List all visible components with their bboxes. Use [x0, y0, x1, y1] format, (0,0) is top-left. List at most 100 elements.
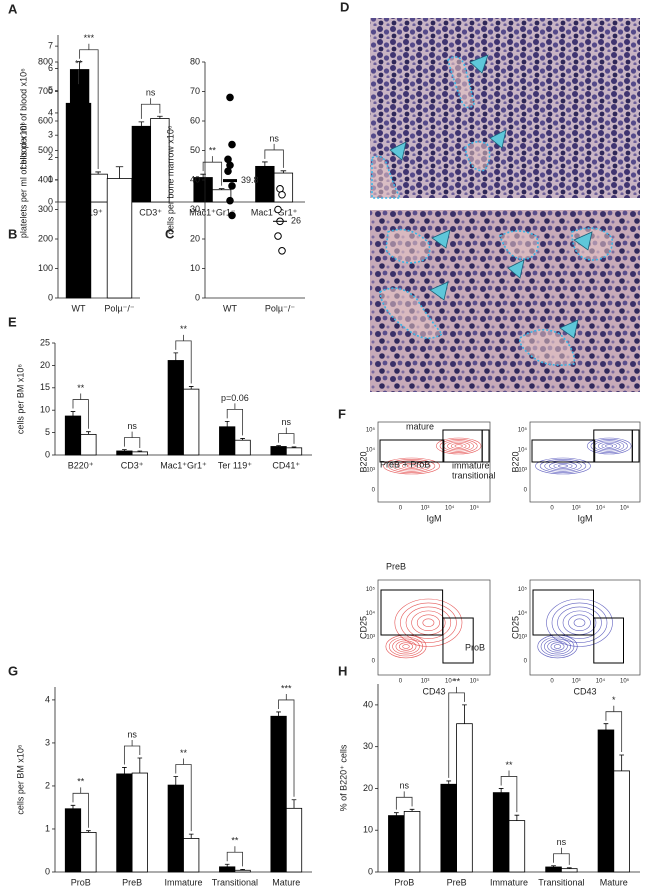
bar: [88, 173, 108, 203]
flow-tick-label: 10⁵: [518, 427, 528, 434]
y-tick-label: 30: [190, 204, 200, 214]
flow-tick-label: 10⁴: [366, 447, 376, 454]
y-tick-label: 0: [368, 866, 373, 876]
y-tick-label: 40: [363, 699, 373, 709]
contour: [535, 457, 591, 475]
x-tick-label: CD41⁺: [272, 460, 300, 470]
y-tick-label: 5: [45, 427, 50, 437]
gate: [442, 617, 474, 664]
flow-tick-label: 10³: [572, 679, 581, 685]
point: [226, 196, 234, 205]
y-tick-label: 40: [190, 174, 200, 184]
y-axis-label: cells per bone marrow x10⁶: [165, 125, 175, 235]
bar: [561, 868, 578, 873]
error-bar: [74, 86, 83, 104]
flow-tick-label: 10⁴: [518, 447, 528, 454]
outlines: [371, 56, 613, 366]
flow-tick-label: 10⁵: [366, 586, 376, 593]
bar: [270, 446, 287, 456]
error-bar: [138, 121, 145, 127]
error-bar: [551, 865, 556, 867]
contour: [447, 441, 471, 451]
panel-label: B: [8, 226, 17, 241]
significance-bracket: [264, 143, 284, 168]
y-tick-label: 100: [38, 263, 53, 273]
contour: [547, 640, 568, 653]
bar: [183, 388, 200, 456]
flow-tick-label: 0: [550, 679, 554, 685]
bar: [545, 866, 562, 873]
error-bar: [291, 799, 297, 809]
x-tick-label: Transitional: [212, 877, 258, 887]
error-bar: [262, 161, 268, 167]
gate-label: ProB: [465, 642, 485, 652]
x-tick-label: Polµ⁻/⁻: [265, 303, 295, 313]
contour: [553, 463, 573, 469]
flow-tick-label: 10⁵: [470, 678, 480, 685]
gate: [532, 589, 594, 636]
significance-bracket: [226, 846, 244, 867]
contour: [553, 644, 562, 649]
contour: [422, 618, 435, 628]
bar: [131, 451, 148, 456]
contour: [557, 606, 602, 639]
panel-label: C: [165, 226, 175, 241]
significance-bracket: [175, 758, 192, 832]
bar: [456, 723, 473, 873]
error-bar: [446, 780, 452, 785]
contour: [544, 460, 582, 472]
flow-tick-label: 10⁴: [445, 505, 455, 512]
bar: [65, 102, 92, 299]
bar: [508, 820, 526, 873]
gate: [379, 439, 445, 463]
y-tick-label: 0: [195, 292, 200, 302]
bar: [64, 415, 82, 456]
contour: [439, 439, 478, 453]
error-bar: [224, 421, 230, 427]
y-tick-label: 2: [48, 152, 53, 162]
significance-label: ns: [127, 729, 137, 739]
significance-bracket: [448, 686, 465, 778]
gate: [481, 429, 490, 463]
contour: [573, 618, 586, 628]
significance-label: ns: [146, 88, 156, 98]
bar: [388, 815, 405, 873]
gate: [531, 439, 596, 463]
y-tick-label: 3: [45, 737, 50, 747]
y-axis-label: cells per ml of blood x10⁶: [18, 68, 28, 169]
y-tick-label: 7: [48, 41, 53, 51]
contour: [550, 642, 565, 651]
point: [224, 167, 232, 175]
error-bar: [409, 808, 415, 812]
y-tick-label: 4: [48, 107, 53, 117]
significance-bracket: [140, 98, 161, 119]
bar: [219, 866, 236, 873]
y-tick-label: 0: [48, 292, 53, 302]
flow-tick-label: 10³: [421, 506, 430, 512]
error-bar: [276, 711, 281, 717]
x-tick-label: Immature: [164, 877, 202, 887]
contour: [450, 443, 467, 449]
flow-tick-label: 0: [399, 506, 403, 512]
gate: [380, 589, 444, 636]
bar: [270, 715, 287, 873]
significance-label: ***: [84, 33, 95, 43]
y-tick-label: 800: [38, 56, 53, 66]
bar: [131, 772, 148, 873]
flow-tick-label: 10³: [421, 679, 430, 685]
contour: [543, 638, 571, 655]
y-tick-label: 400: [38, 174, 53, 184]
point: [228, 182, 236, 190]
contour: [401, 463, 422, 469]
flow-tick-label: 10⁴: [366, 610, 376, 617]
flow-tick-label: 0: [524, 658, 528, 664]
y-axis-label: platelets per ml of blood x10⁶: [18, 122, 28, 239]
error-bar: [122, 767, 127, 774]
y-tick-label: 2: [45, 780, 50, 790]
arrowheads: [389, 54, 593, 339]
mean-label: 39.8: [241, 175, 259, 185]
y-tick-label: 500: [38, 145, 53, 155]
significance-label: **: [180, 748, 188, 758]
bar: [80, 433, 97, 456]
flow-tick-label: 10⁵: [366, 427, 376, 434]
